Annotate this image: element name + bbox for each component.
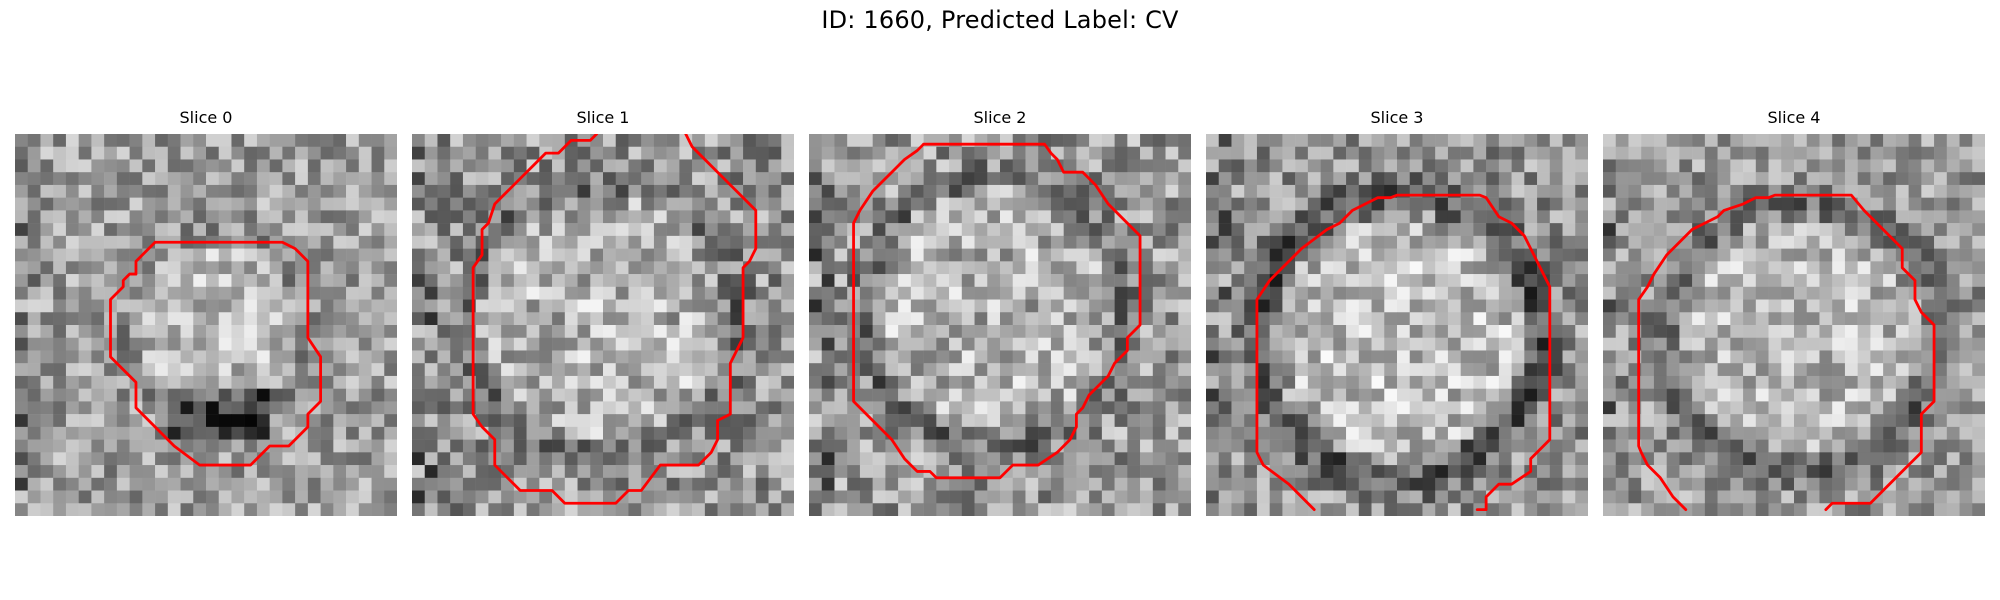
pixel-grid — [412, 134, 794, 516]
segmentation-contour — [852, 142, 1142, 480]
pixel-grid — [809, 134, 1191, 516]
figure-title: ID: 1660, Predicted Label: CV — [821, 6, 1179, 34]
slice-title: Slice 2 — [973, 108, 1027, 127]
segmentation-contour — [109, 240, 323, 467]
slice-image — [809, 134, 1191, 516]
slice-image — [1603, 134, 1985, 516]
slice-image — [1206, 134, 1588, 516]
slice-title: Slice 1 — [576, 108, 630, 127]
slice-image — [412, 134, 794, 516]
slice-title: Slice 3 — [1370, 108, 1424, 127]
pixel-grid — [1603, 134, 1985, 516]
segmentation-contour — [471, 134, 758, 505]
segmentation-contour — [1637, 193, 1936, 512]
segmentation-contour — [1255, 193, 1552, 512]
pixel-grid — [15, 134, 397, 516]
pixel-grid — [1206, 134, 1588, 516]
slice-image — [15, 134, 397, 516]
slice-title: Slice 4 — [1767, 108, 1821, 127]
slice-title: Slice 0 — [179, 108, 233, 127]
